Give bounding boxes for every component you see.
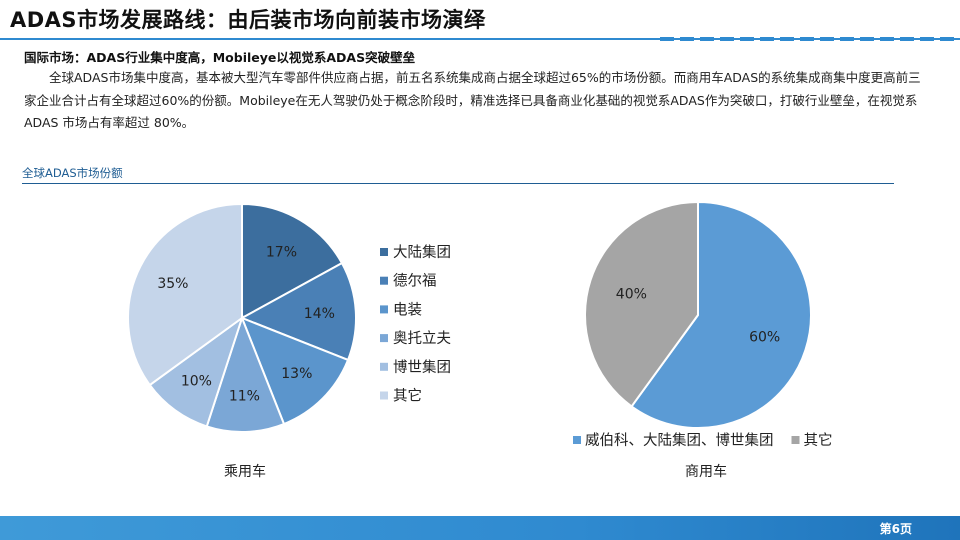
legend-swatch (380, 362, 388, 371)
legend-label: 大陆集团 (393, 244, 451, 261)
data-label: 35% (157, 276, 188, 292)
pie-slice (205, 315, 286, 433)
pie-slice (241, 202, 344, 320)
footer-bar (0, 516, 960, 540)
legend-swatch (380, 248, 388, 256)
legend-swatch (791, 436, 800, 444)
legend-swatch (573, 436, 581, 444)
page-number: 第6页 (879, 522, 912, 536)
pie-slice (240, 316, 350, 426)
legend-label: 博世集团 (393, 359, 451, 376)
legend-label: 威伯科、大陆集团、博世集团 (585, 432, 774, 449)
legend-label: 其它 (804, 431, 833, 449)
legend-swatch (380, 276, 388, 285)
data-label: 60% (749, 330, 780, 346)
data-label: 10% (181, 374, 212, 390)
page-title: ADAS市场发展路线：由后装市场向前装市场演绎 (10, 8, 486, 32)
data-label: 11% (229, 388, 260, 404)
data-label: 17% (266, 244, 297, 260)
title-rule (0, 37, 960, 41)
legend-swatch (380, 334, 388, 343)
chart-caption: 乘用车 (224, 463, 266, 480)
legend-label: 奥托立夫 (393, 330, 451, 347)
pie-slice (127, 202, 243, 387)
data-label: 13% (281, 366, 312, 382)
pie-slice (584, 200, 699, 408)
title-rule-dashes (660, 37, 954, 41)
chart-caption: 商用车 (685, 463, 727, 480)
legend-swatch (380, 305, 388, 314)
body-paragraph: 全球ADAS市场集中度高，基本被大型汽车零部件供应商占据，前五名系统集成商占据全… (24, 70, 921, 130)
legend-label: 电装 (393, 301, 422, 318)
pie-slice (239, 261, 357, 362)
legend-label: 德尔福 (393, 273, 437, 290)
pie-slice (148, 315, 244, 428)
subtitle: 国际市场：ADAS行业集中度高，Mobileye以视觉系ADAS突破壁垒 (24, 50, 416, 65)
legend-swatch (380, 391, 388, 400)
section-label: 全球ADAS市场份额 (22, 166, 123, 180)
section-rule (22, 183, 894, 184)
legend-label: 其它 (393, 387, 422, 405)
data-label: 40% (616, 286, 647, 302)
pie-slice (630, 200, 812, 429)
data-label: 14% (304, 306, 335, 322)
